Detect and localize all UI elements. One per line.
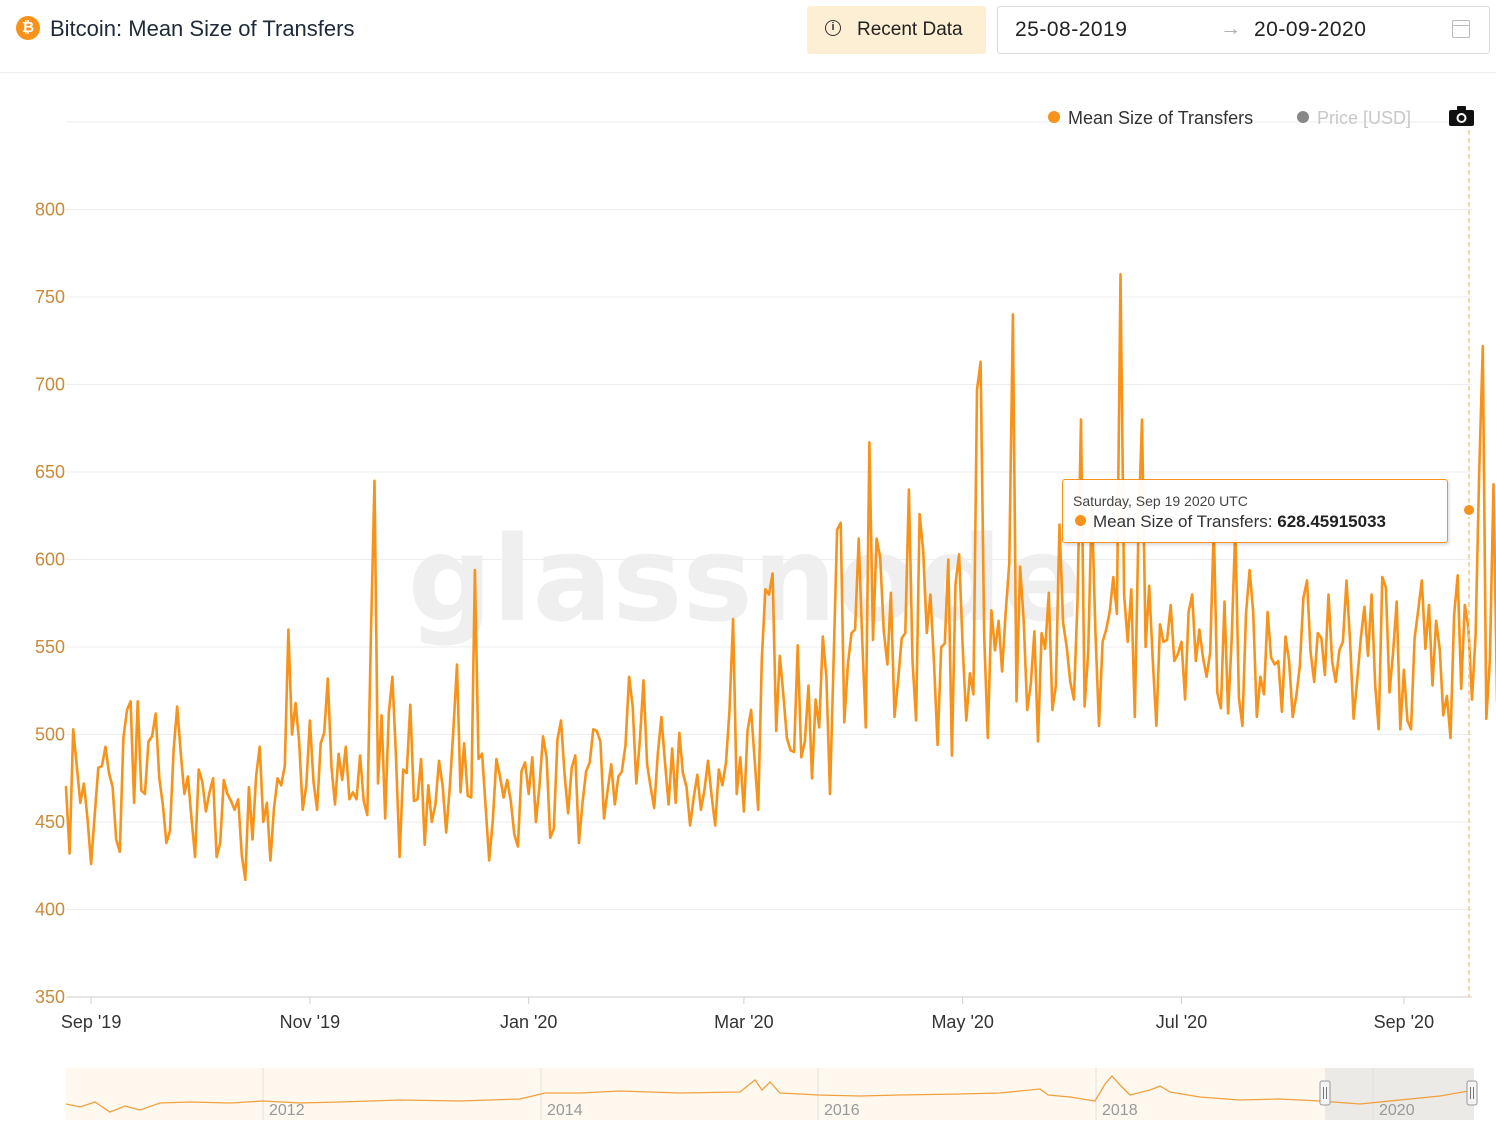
navigator[interactable]: 2012 2014 2016 2018 2020 xyxy=(65,1068,1478,1120)
y-tick-label: 450 xyxy=(35,812,65,832)
x-tick-label: Sep '19 xyxy=(61,1012,122,1032)
watermark: glassnode xyxy=(408,510,1083,648)
tooltip-dot-icon xyxy=(1075,515,1086,526)
navigator-handle[interactable] xyxy=(1319,1080,1331,1106)
tooltip: Saturday, Sep 19 2020 UTC Mean Size of T… xyxy=(1062,479,1448,543)
y-tick-label: 600 xyxy=(35,550,65,570)
legend-item-price[interactable]: Price [USD] xyxy=(1297,108,1411,129)
bitcoin-icon: ₿ xyxy=(16,16,40,40)
x-tick-label: Nov '19 xyxy=(280,1012,340,1032)
series-line-mean-size xyxy=(64,272,1496,882)
page-title: Bitcoin: Mean Size of Transfers xyxy=(50,16,355,41)
calendar-icon[interactable] xyxy=(1452,20,1470,38)
recent-data-label: Recent Data xyxy=(857,19,963,40)
camera-icon[interactable] xyxy=(1449,106,1474,126)
y-tick-label: 800 xyxy=(35,200,65,220)
tooltip-label: Mean Size of Transfers: xyxy=(1093,512,1273,531)
arrow-right-icon: → xyxy=(1220,17,1241,40)
y-tick-label: 350 xyxy=(35,987,65,1007)
legend-dot-icon xyxy=(1048,111,1060,123)
date-range-picker[interactable]: 25-08-2019 → 20-09-2020 xyxy=(997,6,1490,54)
y-tick-label: 550 xyxy=(35,637,65,657)
navigator-year-label: 2018 xyxy=(1102,1102,1138,1119)
navigator-background xyxy=(66,1068,1474,1120)
x-tick-label: Jan '20 xyxy=(500,1012,557,1032)
y-tick-label: 700 xyxy=(35,375,65,395)
y-tick-label: 650 xyxy=(35,462,65,482)
legend-label: Price [USD] xyxy=(1317,108,1412,128)
x-tick-label: Mar '20 xyxy=(714,1012,773,1032)
y-tick-label: 750 xyxy=(35,287,65,307)
recent-data-button[interactable]: i Recent Data xyxy=(807,6,986,54)
navigator-handle[interactable] xyxy=(1466,1080,1478,1106)
legend-dot-icon xyxy=(1297,111,1309,123)
navigator-year-label: 2020 xyxy=(1379,1102,1415,1119)
legend-item-mean-size[interactable]: Mean Size of Transfers xyxy=(1048,108,1253,129)
legend-label: Mean Size of Transfers xyxy=(1068,108,1254,128)
header: ₿ Bitcoin: Mean Size of Transfers i Rece… xyxy=(0,0,1496,73)
y-axis: 350 400 450 500 550 600 650 700 750 800 xyxy=(35,200,65,1008)
date-to-field[interactable]: 20-09-2020 xyxy=(1254,18,1367,41)
y-tick-label: 400 xyxy=(35,900,65,920)
x-tick-label: Jul '20 xyxy=(1156,1012,1207,1032)
info-icon: i xyxy=(825,20,841,36)
tooltip-date: Saturday, Sep 19 2020 UTC xyxy=(1073,493,1248,509)
tooltip-value: 628.45915033 xyxy=(1277,512,1386,531)
x-tick-label: Sep '20 xyxy=(1374,1012,1435,1032)
x-tick-label: May '20 xyxy=(931,1012,993,1032)
grid xyxy=(66,121,1472,998)
navigator-year-label: 2012 xyxy=(269,1102,305,1119)
navigator-year-label: 2014 xyxy=(547,1102,583,1119)
tooltip-line: Mean Size of Transfers: 628.45915033 xyxy=(1075,512,1386,532)
navigator-series-line xyxy=(65,1075,1475,1113)
date-from-field[interactable]: 25-08-2019 xyxy=(1015,18,1128,41)
x-axis: Sep '19 Nov '19 Jan '20 Mar '20 May '20 Jul '… xyxy=(61,997,1434,1032)
hover-marker xyxy=(1462,503,1476,517)
navigator-year-label: 2016 xyxy=(824,1102,860,1119)
y-tick-label: 500 xyxy=(35,725,65,745)
series-line-group xyxy=(64,272,1496,882)
